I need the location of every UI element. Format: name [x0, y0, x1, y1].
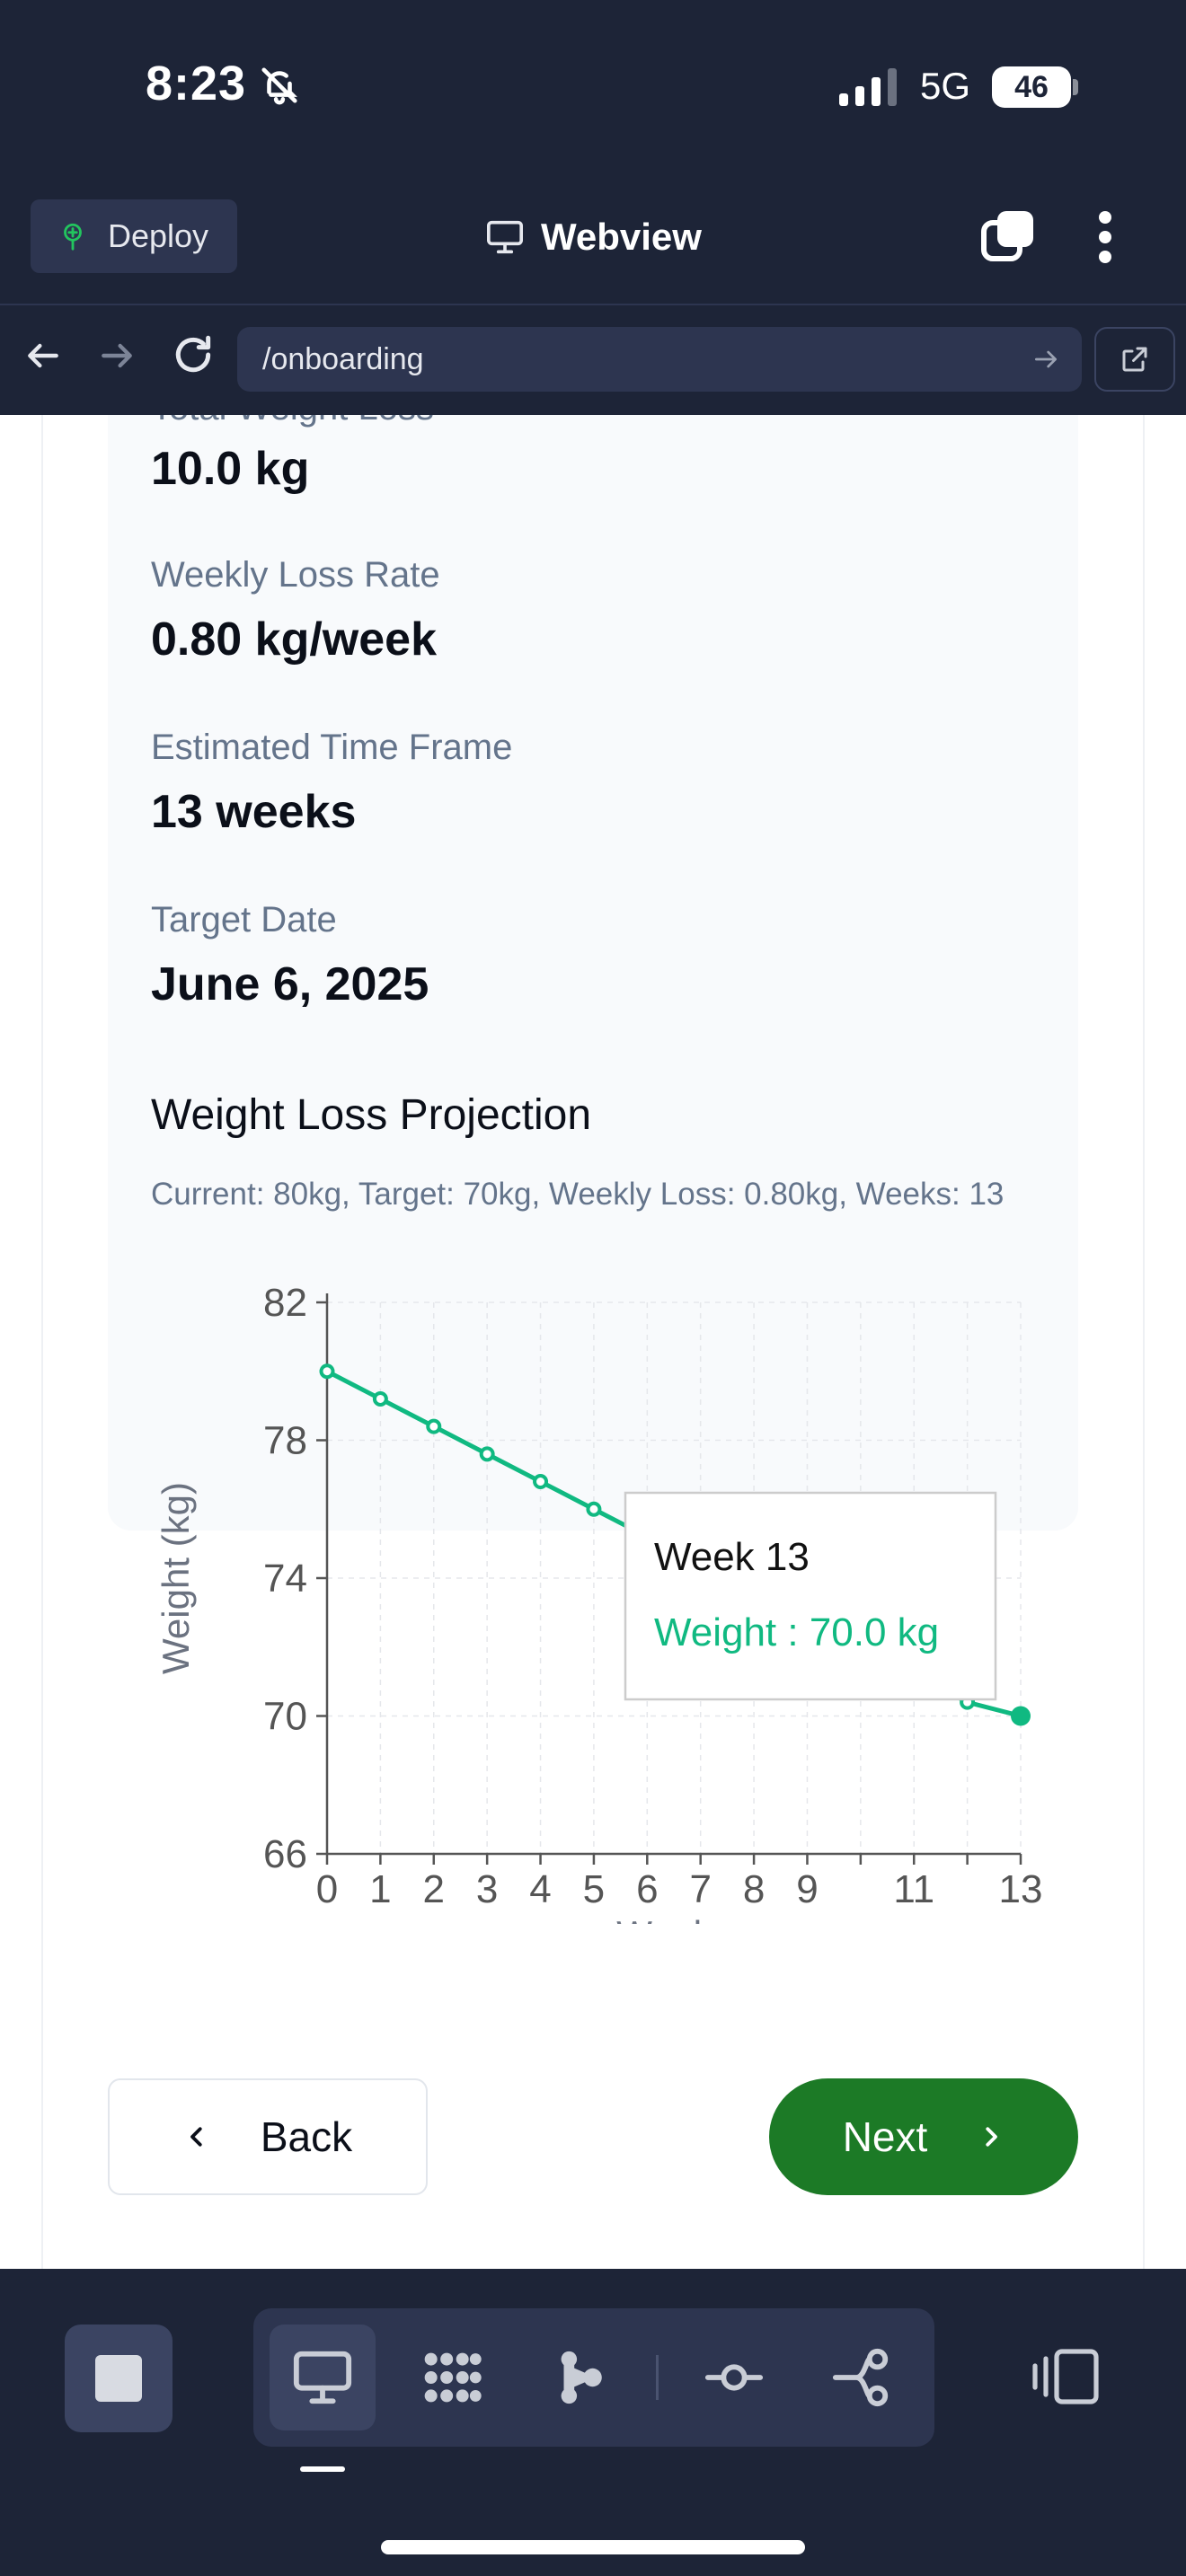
y-tick-label: 82	[263, 1281, 307, 1325]
target-date-label: Target Date	[151, 900, 337, 940]
data-point	[426, 1418, 442, 1434]
x-tick-label: 8	[743, 1867, 765, 1911]
desktop-icon	[293, 2351, 352, 2404]
open-external-button[interactable]	[1094, 327, 1175, 392]
dots-grid-icon	[424, 2352, 482, 2403]
page-title: Webview	[485, 212, 702, 262]
arrow-right-icon[interactable]	[97, 336, 137, 375]
arrow-left-icon[interactable]	[23, 336, 63, 375]
data-point	[319, 1363, 335, 1380]
branch-button[interactable]	[809, 2325, 915, 2430]
y-tick-label: 78	[263, 1419, 307, 1463]
data-point	[372, 1390, 388, 1407]
bell-slash-icon	[261, 67, 297, 105]
weekly-rate-label: Weekly Loss Rate	[151, 555, 440, 595]
more-vertical-icon[interactable]	[1087, 210, 1123, 264]
summary-card	[108, 415, 1078, 1531]
commit-button[interactable]	[681, 2325, 787, 2430]
url-text: /onboarding	[262, 341, 424, 376]
projection-subtitle: Current: 80kg, Target: 70kg, Weekly Loss…	[151, 1177, 1005, 1212]
network-type: 5G	[920, 65, 971, 107]
x-tick-label: 2	[423, 1867, 445, 1911]
weight-projection-chart: 667074788201234567891113WeeksWeight (kg)…	[155, 1281, 1042, 1924]
data-point	[586, 1501, 602, 1517]
data-point-active	[1011, 1706, 1031, 1726]
x-tick-label: 13	[999, 1867, 1042, 1911]
view-toolbar	[253, 2308, 934, 2447]
tooltip-value: Weight : 70.0 kg	[654, 1610, 939, 1654]
projection-title: Weight Loss Projection	[151, 1091, 592, 1139]
stop-icon	[95, 2355, 142, 2402]
x-tick-label: 4	[529, 1867, 551, 1911]
webview-title: Webview	[541, 216, 702, 258]
y-tick-label: 66	[263, 1832, 307, 1876]
y-tick-label: 74	[263, 1557, 307, 1601]
tooltip-box	[624, 1491, 997, 1701]
open-external-icon	[1122, 347, 1147, 372]
chevron-right-icon	[986, 2127, 998, 2147]
data-point	[533, 1474, 549, 1490]
toolbar-divider	[656, 2355, 659, 2400]
panel-toggle-icon[interactable]	[1031, 2344, 1100, 2409]
deploy-button[interactable]: Deploy	[31, 199, 237, 273]
desktop-view-button[interactable]	[270, 2325, 376, 2430]
status-bar: 8:23 5G 46	[0, 0, 1186, 180]
branch-icon	[832, 2348, 889, 2407]
next-button[interactable]: Next	[769, 2078, 1078, 2195]
y-tick-label: 70	[263, 1695, 307, 1739]
timeframe-label: Estimated Time Frame	[151, 728, 513, 767]
monitor-icon	[487, 220, 523, 254]
deploy-icon	[64, 223, 82, 251]
chevron-left-icon	[190, 2127, 202, 2147]
flow-icon	[561, 2351, 602, 2404]
dots-grid-button[interactable]	[399, 2325, 505, 2430]
x-axis-label: Weeks	[616, 1913, 731, 1924]
status-time: 8:23	[146, 57, 247, 110]
battery-cap	[1073, 79, 1078, 95]
x-tick-label: 11	[893, 1867, 934, 1911]
total-loss-label: Total Weight Loss	[151, 415, 434, 428]
webview-content: Total Weight Loss 10.0 kg Weekly Loss Ra…	[0, 415, 1186, 2269]
x-tick-label: 3	[476, 1867, 498, 1911]
battery-icon: 46	[992, 66, 1071, 108]
tooltip-title: Week 13	[654, 1535, 810, 1579]
back-label: Back	[260, 2113, 353, 2160]
signal-icon	[839, 68, 897, 106]
deploy-label: Deploy	[108, 217, 209, 254]
active-tab-indicator	[300, 2466, 345, 2472]
x-tick-label: 1	[369, 1867, 391, 1911]
home-indicator	[381, 2540, 805, 2554]
url-toolbar: /onboarding	[0, 307, 1186, 415]
bottom-dock	[0, 2269, 1186, 2576]
go-arrow-icon[interactable]	[1031, 345, 1060, 374]
x-tick-label: 9	[796, 1867, 818, 1911]
next-label: Next	[842, 2113, 928, 2160]
stop-button[interactable]	[65, 2325, 173, 2432]
target-date-value: June 6, 2025	[151, 958, 429, 1010]
x-tick-label: 6	[636, 1867, 658, 1911]
reload-icon[interactable]	[171, 332, 216, 377]
tabs-icon[interactable]	[981, 208, 1037, 264]
weekly-rate-value: 0.80 kg/week	[151, 613, 437, 666]
x-tick-label: 5	[583, 1867, 605, 1911]
y-axis-label: Weight (kg)	[155, 1482, 197, 1674]
flow-button[interactable]	[527, 2325, 633, 2430]
app-bar: Deploy Webview	[0, 180, 1186, 305]
commit-icon	[704, 2364, 764, 2391]
url-input[interactable]: /onboarding	[237, 327, 1082, 392]
x-tick-label: 7	[689, 1867, 711, 1911]
back-button[interactable]: Back	[108, 2078, 428, 2195]
data-point	[479, 1446, 495, 1462]
total-loss-value: 10.0 kg	[151, 443, 310, 495]
x-tick-label: 0	[316, 1867, 338, 1911]
timeframe-value: 13 weeks	[151, 786, 357, 838]
